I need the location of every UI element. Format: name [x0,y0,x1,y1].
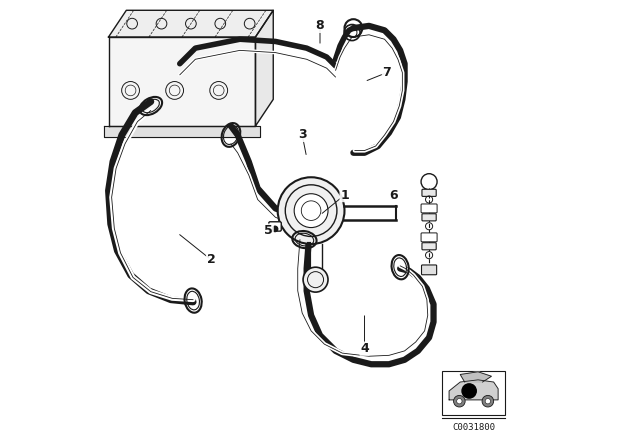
Circle shape [278,177,344,244]
Polygon shape [449,380,498,400]
FancyBboxPatch shape [442,371,505,415]
FancyBboxPatch shape [421,233,437,242]
Polygon shape [109,37,255,126]
Text: 7: 7 [383,66,391,79]
Text: 1: 1 [340,189,349,202]
Polygon shape [109,10,273,37]
Text: 8: 8 [316,19,324,32]
Polygon shape [255,10,273,126]
Circle shape [303,267,328,292]
Circle shape [462,384,476,398]
Circle shape [485,399,490,404]
Text: C0031800: C0031800 [452,423,495,432]
Text: 3: 3 [298,129,307,142]
FancyBboxPatch shape [422,189,436,196]
Text: 4: 4 [360,342,369,355]
Polygon shape [460,372,492,382]
Circle shape [457,399,462,404]
FancyBboxPatch shape [421,204,437,213]
FancyBboxPatch shape [269,222,281,231]
Circle shape [454,396,465,407]
Circle shape [482,396,493,407]
FancyBboxPatch shape [422,265,436,275]
Text: 2: 2 [207,253,215,266]
Circle shape [294,194,328,228]
FancyBboxPatch shape [422,214,436,221]
Text: 6: 6 [389,189,398,202]
Text: 5: 5 [264,224,273,237]
Polygon shape [104,126,260,137]
FancyBboxPatch shape [422,243,436,250]
Circle shape [273,226,278,232]
